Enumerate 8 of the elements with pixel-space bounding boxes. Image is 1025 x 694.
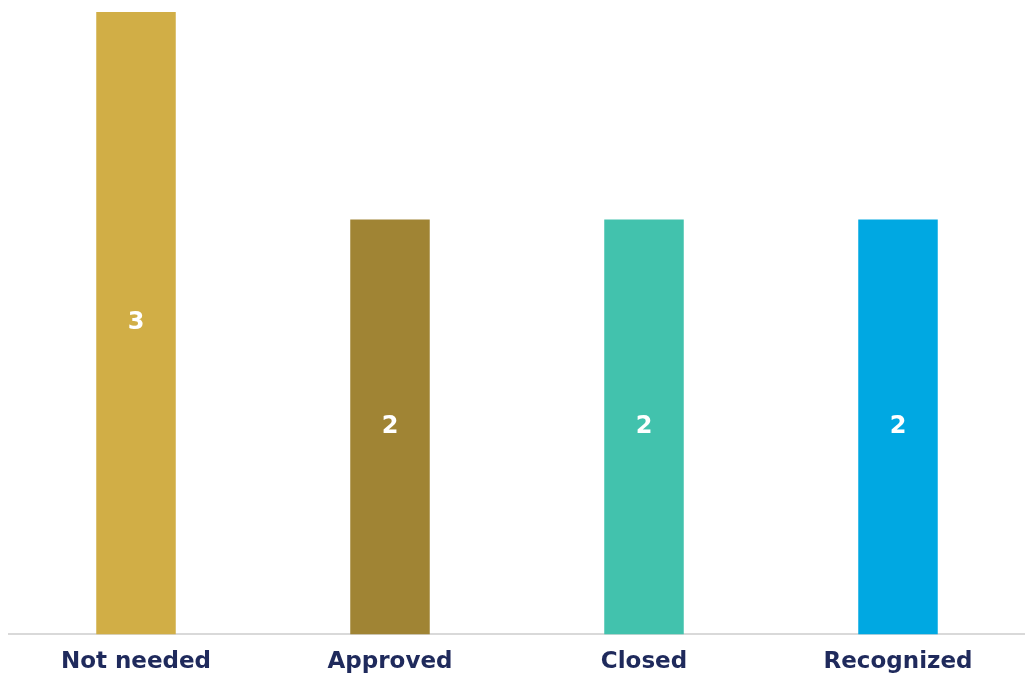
x-tick-label: Recognized [823, 647, 973, 674]
data-label: 3 [127, 307, 145, 336]
data-label: 2 [381, 411, 399, 440]
data-label: 2 [635, 411, 653, 440]
data-label: 2 [889, 411, 907, 440]
x-tick-label: Closed [600, 647, 688, 674]
x-tick-label: Not needed [60, 647, 212, 674]
x-tick-label: Approved [327, 647, 453, 674]
